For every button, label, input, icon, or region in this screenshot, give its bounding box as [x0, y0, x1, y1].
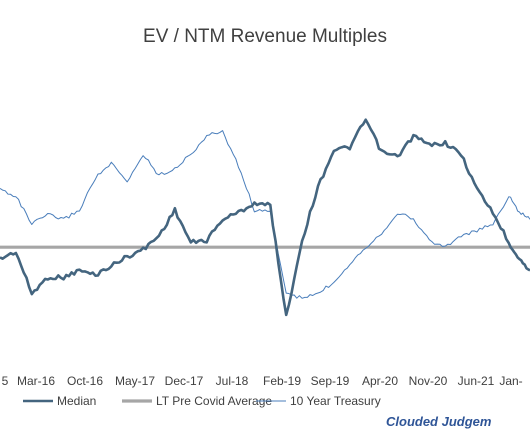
chart-title: EV / NTM Revenue Multiples [143, 26, 387, 47]
legend: Median LT Pre Covid Average 10 Year Treasu… [23, 394, 381, 408]
x-tick-label: Jan- [499, 374, 522, 388]
x-tick-label: Jul-18 [216, 374, 249, 388]
x-tick-label: Oct-16 [67, 374, 103, 388]
legend-label: LT Pre Covid Average [156, 394, 272, 408]
x-tick-label: Dec-17 [165, 374, 204, 388]
x-tick-label: Mar-16 [17, 374, 55, 388]
x-tick-label: Feb-19 [263, 374, 301, 388]
x-tick-label: 5 [2, 374, 9, 388]
x-tick-label: Jun-21 [458, 374, 495, 388]
x-axis-tick-labels: 5 Mar-16 Oct-16 May-17 Dec-17 Jul-18 Feb-19 Sep… [2, 374, 523, 388]
plot-area [0, 118, 530, 317]
legend-label: Median [57, 394, 96, 408]
watermark-text: Clouded Judgem [386, 414, 492, 429]
x-tick-label: Apr-20 [362, 374, 398, 388]
x-tick-label: Sep-19 [311, 374, 350, 388]
legend-label: 10 Year Treasury [290, 394, 381, 408]
series-line-median [0, 118, 530, 317]
x-tick-label: Nov-20 [409, 374, 448, 388]
x-tick-label: May-17 [115, 374, 155, 388]
series-line-10-year-treasury [0, 130, 530, 299]
